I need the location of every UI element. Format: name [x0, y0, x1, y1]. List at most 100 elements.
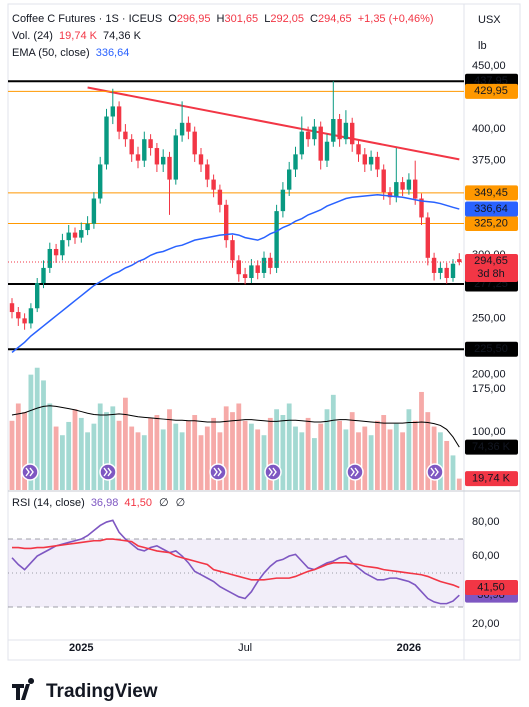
- legend-line: Vol. (24) 19,74 K 74,36 K: [12, 30, 142, 42]
- volume-bar: [9, 420, 15, 490]
- volume-bar: [47, 403, 53, 490]
- volume-bar: [53, 426, 59, 490]
- candle-body: [381, 169, 386, 193]
- candle-body: [261, 257, 267, 273]
- volume-bar: [230, 412, 235, 490]
- y-tick-label: 250,00: [472, 312, 506, 324]
- volume-bar: [167, 409, 172, 490]
- candle-body: [356, 144, 361, 155]
- y-tick-label: 200,00: [472, 369, 506, 381]
- event-marker-icon: [350, 467, 359, 477]
- candle-body: [98, 164, 103, 199]
- volume-bar: [349, 412, 355, 490]
- candle-body: [148, 139, 153, 149]
- candle-body: [179, 122, 185, 136]
- candle-body: [60, 240, 65, 256]
- candle-body: [47, 248, 52, 268]
- volume-bar: [198, 435, 204, 490]
- event-marker-icon: [103, 467, 112, 477]
- candle-body: [280, 189, 286, 212]
- event-marker-icon: [430, 467, 439, 477]
- candle-body: [394, 182, 399, 198]
- candle-body: [413, 179, 418, 199]
- countdown: 3d 8h: [477, 268, 505, 280]
- candle-body: [375, 156, 380, 170]
- volume-ma-label-bg: [465, 439, 518, 455]
- candle-body: [450, 263, 456, 278]
- volume-bar: [129, 426, 135, 490]
- candle-body: [368, 156, 374, 165]
- ohlc-value: 292,05: [270, 13, 304, 25]
- rsi-ma-value: 41,50: [124, 497, 152, 509]
- volume-bar: [72, 409, 78, 490]
- volume-bar: [173, 423, 179, 490]
- event-marker: [426, 463, 444, 481]
- volume-bar: [104, 412, 109, 490]
- candle-body: [293, 154, 298, 170]
- last-price-label: 294,65: [474, 255, 508, 267]
- candle-body: [230, 240, 235, 261]
- x-tick-label: Jul: [238, 642, 252, 654]
- candle-body: [274, 211, 279, 268]
- y-tick-label: 450,00: [472, 60, 506, 72]
- volume-bar: [110, 406, 116, 490]
- event-marker: [209, 463, 227, 481]
- volume-bar: [141, 435, 147, 490]
- candle-body: [438, 267, 443, 273]
- volume-bar: [41, 380, 46, 490]
- candle-body: [79, 230, 84, 238]
- candle-body: [110, 106, 115, 117]
- ohlc-key: H: [217, 13, 225, 25]
- candle-body: [331, 119, 336, 142]
- x-tick-label: 2026: [397, 642, 421, 654]
- volume-bar: [66, 421, 72, 490]
- volume-bar: [267, 417, 273, 490]
- candle-body: [343, 122, 349, 140]
- candle-body: [161, 156, 166, 165]
- level-label-bg: [465, 83, 518, 99]
- volume-bar: [91, 423, 97, 490]
- level-label: 225,50: [474, 343, 508, 355]
- candle-body: [362, 154, 367, 165]
- volume-label-bg: [465, 471, 518, 487]
- ohlc-key: C: [310, 13, 318, 25]
- candle-body: [192, 131, 197, 155]
- x-tick-label: 2025: [69, 642, 93, 654]
- volume-bar: [179, 432, 185, 490]
- volume-bar: [148, 417, 153, 490]
- volume-bar: [274, 409, 279, 490]
- volume-bar: [236, 403, 242, 490]
- legend: Coffee C Futures · 1S · ICEUS O296,95 H3…: [12, 13, 501, 509]
- volume-bar: [406, 409, 412, 490]
- candle-body: [419, 198, 424, 218]
- candle-body: [53, 248, 59, 256]
- volume-ma-label: 74,36 K: [472, 441, 511, 453]
- volume-ma-line: [11, 405, 460, 448]
- volume-ma-value: 74,36 K: [103, 30, 142, 42]
- ohlc-value: 296,95: [177, 13, 211, 25]
- volume-bar: [116, 420, 122, 490]
- volume-bar: [356, 432, 361, 490]
- volume-bar: [186, 420, 191, 490]
- candle-body: [66, 232, 71, 241]
- candle-body: [255, 265, 260, 273]
- level-label-bg: [465, 185, 518, 201]
- volume-bar: [249, 423, 254, 490]
- volume-bar: [34, 367, 40, 490]
- candle-body: [123, 131, 128, 140]
- volume-bar: [431, 426, 437, 490]
- volume-bar: [242, 420, 248, 490]
- candle-body: [425, 217, 430, 258]
- candle-body: [173, 135, 178, 180]
- candle-body: [135, 154, 141, 161]
- candle-body: [198, 154, 204, 165]
- candle-body: [116, 106, 122, 132]
- volume-label: 19,74 K: [472, 473, 511, 485]
- ema-value: 336,64: [96, 47, 130, 59]
- brand-name: TradingView: [46, 681, 158, 702]
- candle-body: [406, 179, 412, 190]
- y-tick-label: 100,00: [472, 426, 506, 438]
- candle-body: [236, 260, 241, 275]
- volume-bar: [419, 391, 424, 490]
- y-tick-label: 60,00: [472, 550, 500, 562]
